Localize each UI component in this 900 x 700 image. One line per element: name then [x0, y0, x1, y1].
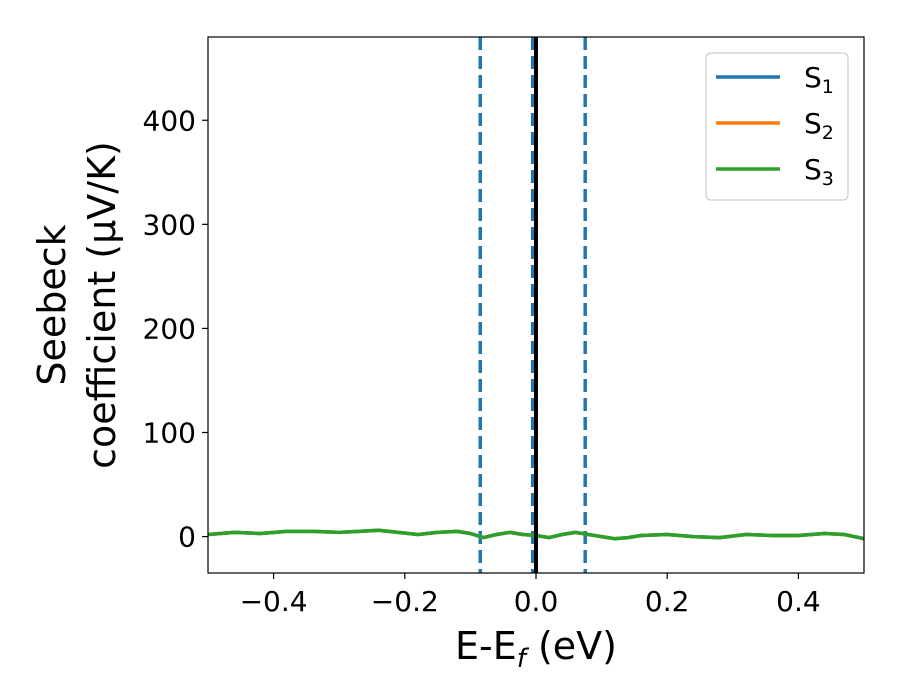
x-tick-label: 0.2 — [645, 585, 690, 618]
y-tick-label: 400 — [143, 104, 196, 137]
legend-box — [705, 52, 849, 201]
y-axis-label: Seebeck coefficient (μV/K) — [30, 141, 124, 469]
legend: S1 S2 S3 — [705, 52, 849, 201]
x-tick-label: 0.0 — [514, 585, 559, 618]
legend-label-s2: S2 — [804, 107, 834, 144]
legend-label-s1: S1 — [804, 61, 834, 98]
plot-area — [208, 37, 864, 573]
x-tick-label: 0.4 — [776, 585, 821, 618]
y-tick-label: 200 — [143, 312, 196, 345]
x-axis-label: E-Ef (eV) — [455, 624, 617, 674]
y-tick-label: 300 — [143, 208, 196, 241]
y-tick-label: 100 — [143, 416, 196, 449]
y-tick-label: 0 — [178, 521, 196, 554]
legend-label-s3: S3 — [804, 153, 834, 190]
axes: −0.4 −0.2 0.0 0.2 0.4 0 100 200 300 400 — [143, 36, 865, 618]
x-tick-label: −0.2 — [371, 585, 439, 618]
x-tick-label: −0.4 — [240, 585, 308, 618]
